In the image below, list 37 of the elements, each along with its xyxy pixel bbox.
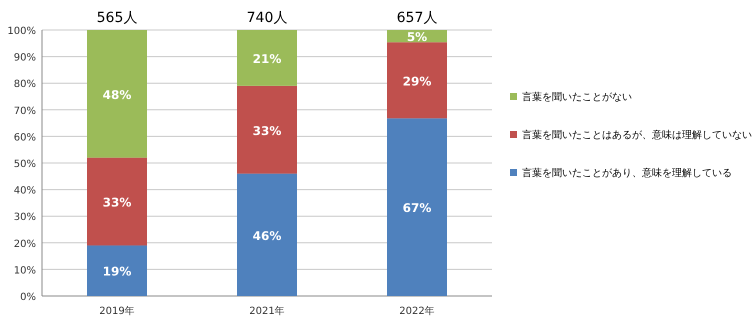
bar	[237, 30, 297, 86]
data-label: 33%	[252, 124, 282, 138]
bar	[387, 42, 447, 118]
data-label: 21%	[252, 52, 282, 66]
data-label: 46%	[252, 228, 282, 243]
x-tick-label: 2019年	[99, 305, 135, 317]
bar	[87, 245, 147, 296]
annotation: 740人	[246, 10, 288, 26]
y-tick-label: 70%	[14, 106, 36, 117]
y-tick-label: 100%	[7, 26, 36, 37]
y-tick-label: 30%	[14, 212, 36, 224]
legend-label: 言葉を聞いたことがない	[522, 91, 632, 103]
bar	[87, 30, 147, 158]
data-label: 48%	[102, 88, 132, 102]
y-tick-label: 40%	[14, 186, 36, 197]
x-tick-label: 2021年	[249, 305, 285, 317]
y-tick-label: 50%	[14, 159, 36, 170]
annotation: 565人	[96, 10, 138, 26]
y-tick-label: 0%	[20, 292, 36, 303]
bar	[237, 86, 297, 174]
y-tick-label: 90%	[14, 52, 36, 64]
data-label: 29%	[402, 74, 432, 88]
bar	[237, 174, 297, 296]
y-tick-label: 20%	[14, 238, 36, 250]
y-tick-label: 10%	[14, 265, 36, 276]
annotation: 657人	[396, 10, 438, 26]
legend-label: 言葉を聞いたことはあるが、意味は理解していない	[522, 129, 752, 141]
y-tick-label: 80%	[14, 79, 36, 90]
bar	[87, 158, 147, 246]
data-label: 5%	[406, 30, 428, 44]
data-label: 67%	[402, 201, 432, 216]
x-tick-label: 2022年	[399, 305, 435, 317]
legend-label: 言葉を聞いたことがあり、意味を理解している	[522, 167, 732, 179]
y-tick-label: 60%	[14, 132, 36, 144]
bar	[387, 118, 447, 296]
data-label: 19%	[102, 264, 132, 279]
data-label: 33%	[102, 196, 132, 210]
